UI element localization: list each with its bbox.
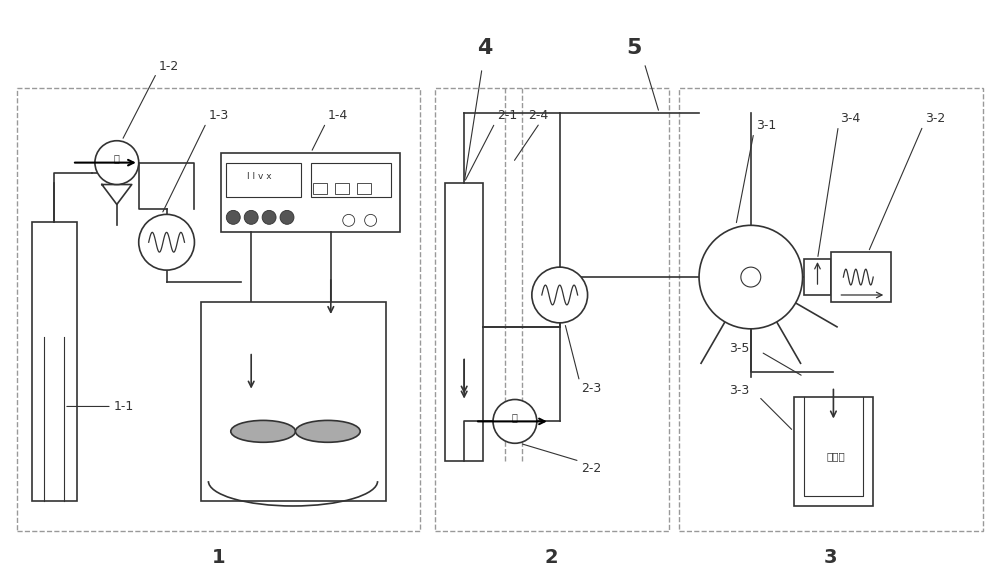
Circle shape [226,210,240,224]
Text: I I v x: I I v x [247,172,271,181]
Bar [335,183,349,194]
Bar [311,163,391,197]
Bar [804,259,831,295]
Text: 泵: 泵 [512,413,518,423]
Bar [221,153,400,232]
Circle shape [741,267,761,287]
Circle shape [280,210,294,224]
Text: 3-5: 3-5 [729,342,749,355]
Bar [226,163,301,197]
Text: 2-4: 2-4 [528,109,548,122]
Text: 2: 2 [545,548,559,567]
Text: 2-1: 2-1 [497,109,517,122]
Text: 5: 5 [627,38,642,58]
Bar [831,252,891,302]
Bar [313,183,327,194]
Text: 1-2: 1-2 [159,60,179,73]
Text: 3-1: 3-1 [756,119,776,132]
Text: 泵: 泵 [114,154,120,164]
Circle shape [95,141,139,184]
Ellipse shape [295,420,360,442]
Text: 3-4: 3-4 [840,112,861,126]
Bar [17,88,420,531]
Circle shape [244,210,258,224]
Text: 2-3: 2-3 [582,382,602,395]
Text: 2-2: 2-2 [582,461,602,475]
Bar [794,396,873,506]
Circle shape [493,400,537,443]
Text: 采样袋: 采样袋 [826,451,845,461]
Text: 3: 3 [824,548,837,567]
Circle shape [139,214,194,270]
Circle shape [262,210,276,224]
Bar [201,302,386,501]
Circle shape [699,225,803,329]
Bar [445,183,483,461]
Text: 1: 1 [212,548,225,567]
Bar [679,88,983,531]
Text: 3-2: 3-2 [925,112,945,126]
Ellipse shape [231,420,295,442]
Text: 3-3: 3-3 [729,384,749,397]
Circle shape [365,214,377,227]
Text: 1-3: 1-3 [208,109,229,122]
Text: 1-1: 1-1 [114,400,134,413]
Bar [357,183,371,194]
Text: 4: 4 [477,38,493,58]
Bar [435,88,669,531]
Circle shape [532,267,588,323]
Bar [32,222,77,501]
Circle shape [343,214,355,227]
Text: 1-4: 1-4 [328,109,348,122]
